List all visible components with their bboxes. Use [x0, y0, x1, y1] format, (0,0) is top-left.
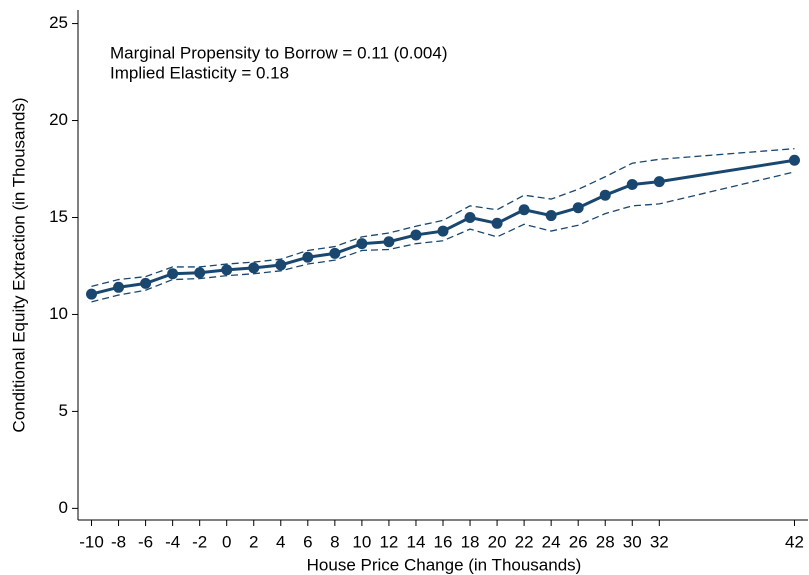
x-tick-label: 10: [352, 532, 371, 551]
y-tick-label: 10: [49, 304, 68, 323]
x-tick-label: 20: [488, 532, 507, 551]
ci-line: [91, 171, 795, 303]
marker: [437, 225, 449, 237]
x-tick-label: 24: [542, 532, 561, 551]
x-tick-label: 2: [249, 532, 258, 551]
marker: [410, 229, 422, 241]
marker: [248, 262, 260, 274]
marker: [626, 179, 638, 191]
y-tick-label: 20: [49, 110, 68, 129]
x-tick-label: 26: [569, 532, 588, 551]
x-tick-label: 16: [434, 532, 453, 551]
marker: [302, 251, 314, 263]
marker: [86, 288, 98, 300]
x-tick-label: 32: [650, 532, 669, 551]
y-tick-label: 15: [49, 207, 68, 226]
marker: [383, 236, 395, 248]
x-tick-label: 8: [330, 532, 339, 551]
marker: [221, 264, 233, 276]
marker: [653, 176, 665, 188]
marker: [167, 268, 179, 280]
y-tick-label: 25: [49, 13, 68, 32]
marker: [140, 277, 152, 289]
x-tick-label: 22: [515, 532, 534, 551]
marker: [356, 238, 368, 250]
x-tick-label: 0: [222, 532, 231, 551]
x-tick-label: 12: [379, 532, 398, 551]
marker: [788, 154, 800, 166]
marker: [194, 267, 206, 279]
x-tick-label: 30: [623, 532, 642, 551]
x-tick-label: 28: [596, 532, 615, 551]
marker: [275, 259, 287, 271]
x-tick-label: 18: [461, 532, 480, 551]
x-tick-label: -10: [79, 532, 104, 551]
x-tick-label: -6: [138, 532, 153, 551]
x-tick-label: 42: [785, 532, 804, 551]
x-tick-label: 4: [276, 532, 285, 551]
marker: [113, 281, 125, 293]
x-axis-label: House Price Change (in Thousands): [307, 555, 582, 574]
y-tick-label: 0: [59, 498, 68, 517]
x-tick-label: 14: [407, 532, 426, 551]
marker: [329, 247, 341, 259]
marker: [464, 211, 476, 223]
annotation: Marginal Propensity to Borrow = 0.11 (0.…: [110, 43, 448, 62]
y-axis-label: Conditional Equity Extraction (in Thousa…: [9, 97, 28, 432]
x-tick-label: 6: [303, 532, 312, 551]
marker: [545, 210, 557, 222]
ci-line: [91, 148, 795, 287]
x-tick-label: -8: [111, 532, 126, 551]
marker: [599, 189, 611, 201]
marker: [572, 202, 584, 214]
x-tick-label: -4: [165, 532, 180, 551]
marker: [491, 217, 503, 229]
marker: [518, 204, 530, 216]
x-tick-label: -2: [192, 532, 207, 551]
y-tick-label: 5: [59, 401, 68, 420]
annotation: Implied Elasticity = 0.18: [110, 63, 289, 82]
